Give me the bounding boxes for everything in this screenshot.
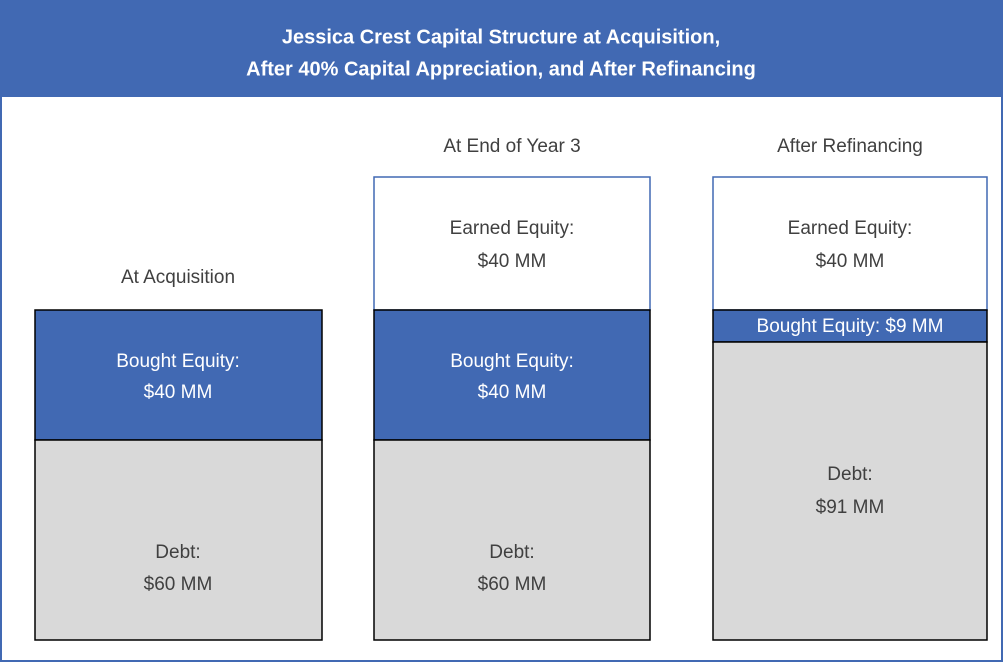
debt-box <box>34 439 323 641</box>
bought-equity-box <box>34 309 323 441</box>
column-label: After Refinancing <box>777 136 923 157</box>
earned-equity-box <box>712 176 988 311</box>
segment-text: $91 MM <box>816 497 885 518</box>
segment-text: $40 MM <box>816 251 885 272</box>
segment-text: $40 MM <box>144 382 213 403</box>
segment-text: Debt: <box>155 542 200 563</box>
bought-equity-box <box>712 309 988 343</box>
debt-box <box>373 439 651 641</box>
segment-text: Bought Equity: <box>116 351 240 372</box>
bought-equity-box <box>373 309 651 441</box>
segment-text: Earned Equity: <box>450 218 575 239</box>
segment-text: $60 MM <box>478 574 547 595</box>
segment-text: Debt: <box>489 542 534 563</box>
segment-text: Debt: <box>827 464 872 485</box>
segment-text: $40 MM <box>478 382 547 403</box>
column-label: At Acquisition <box>121 267 235 288</box>
segment-text: $60 MM <box>144 574 213 595</box>
segment-text: Bought Equity: $9 MM <box>757 316 944 337</box>
title-line: After 40% Capital Appreciation, and Afte… <box>246 58 756 80</box>
debt-box <box>712 341 988 641</box>
segment-text: Earned Equity: <box>788 218 913 239</box>
segment-text: Bought Equity: <box>450 351 574 372</box>
earned-equity-box <box>373 176 651 311</box>
header-band <box>0 0 1003 97</box>
title-line: Jessica Crest Capital Structure at Acqui… <box>282 26 720 48</box>
column-label: At End of Year 3 <box>443 136 580 157</box>
segment-text: $40 MM <box>478 251 547 272</box>
